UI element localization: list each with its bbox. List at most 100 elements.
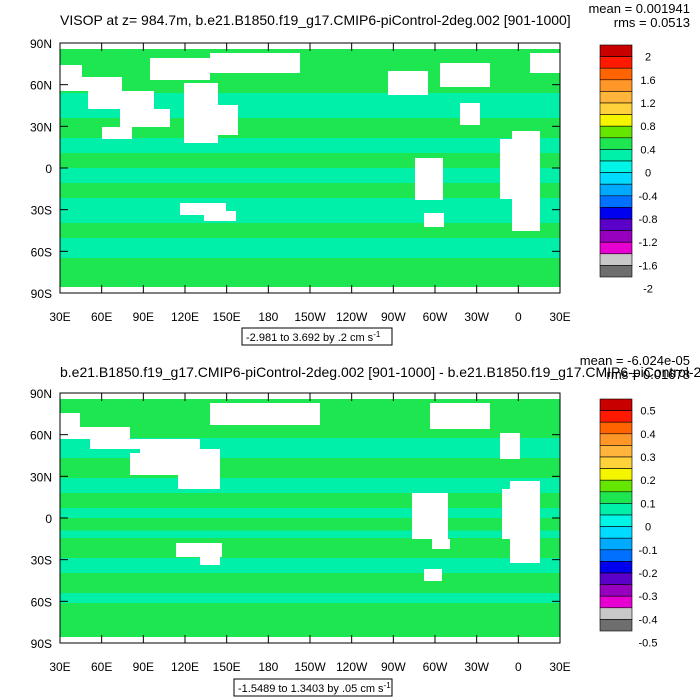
chart-title: b.e21.B1850.f19_g17.CMIP6-piControl-2deg…: [60, 364, 700, 380]
field-band: [60, 138, 560, 153]
colorbar-swatch: [599, 537, 633, 551]
land-mask: [424, 569, 442, 581]
colorbar-label: 0: [645, 168, 651, 180]
land-mask: [502, 489, 522, 539]
colorbar-label: 2: [645, 52, 651, 64]
x-tick-label: 150W: [294, 310, 326, 324]
land-mask: [200, 557, 220, 565]
land-mask: [424, 213, 444, 227]
colorbar-swatch: [599, 241, 633, 255]
x-tick-label: 120E: [171, 660, 199, 674]
field-band: [60, 168, 560, 183]
land-mask: [500, 433, 520, 459]
x-tick-label: 150E: [213, 310, 241, 324]
y-tick-label: 30S: [31, 554, 52, 568]
x-tick-label: 120W: [336, 310, 368, 324]
land-mask: [102, 127, 132, 139]
colorbar-label: 0.4: [640, 144, 655, 156]
colorbar-label: 0: [645, 522, 651, 534]
field-band: [60, 593, 560, 603]
chart-title: VISOP at z= 984.7m, b.e21.B1850.f19_g17.…: [60, 12, 571, 28]
x-tick-label: 90W: [381, 660, 406, 674]
colorbar-swatch: [599, 91, 633, 104]
colorbar-swatch: [599, 503, 633, 516]
land-mask: [500, 139, 522, 199]
x-tick-label: 120W: [336, 660, 368, 674]
y-tick-label: 60S: [31, 595, 52, 609]
x-tick-label: 0: [515, 310, 522, 324]
x-tick-label: 60E: [91, 660, 112, 674]
mean-stat: mean = -6.024e-05: [580, 353, 690, 368]
land-mask: [388, 71, 428, 95]
range-label: -2.981 to 3.692 by .2 cm s-1: [246, 330, 381, 344]
colorbar-swatch: [599, 56, 633, 69]
land-mask: [150, 58, 210, 80]
x-tick-label: 30W: [464, 660, 489, 674]
land-mask: [208, 105, 238, 135]
colorbar-swatch: [599, 445, 633, 458]
y-tick-label: 90S: [31, 637, 52, 651]
range-label: -1.5489 to 1.3403 by .05 cm s-1: [238, 681, 391, 695]
x-tick-label: 150E: [213, 660, 241, 674]
colorbar-swatch: [599, 549, 633, 562]
colorbar-swatch: [599, 572, 633, 585]
colorbar-label: 0.2: [640, 475, 655, 487]
colorbar-swatch: [599, 456, 633, 469]
field-band: [60, 478, 560, 493]
ocean-field: [60, 43, 560, 293]
colorbar-swatch: [599, 398, 633, 411]
colorbar-label: 0.5: [640, 406, 655, 418]
colorbar-label: -0.4: [639, 614, 658, 626]
ocean-field: [60, 393, 560, 643]
x-tick-label: 180: [258, 310, 278, 324]
x-tick-label: 90W: [381, 310, 406, 324]
x-tick-label: 0: [515, 660, 522, 674]
colorbar-swatch: [599, 595, 633, 609]
colorbar-swatch: [599, 207, 633, 220]
colorbar-swatch: [599, 253, 633, 266]
land-mask: [210, 403, 320, 425]
colorbar-swatch: [599, 195, 633, 208]
colorbar-swatch: [599, 491, 633, 504]
chart-panel-1: VISOP at z= 984.7m, b.e21.B1850.f19_g17.…: [30, 1, 690, 346]
y-tick-label: 90S: [31, 287, 52, 301]
colorbar-swatch: [599, 149, 633, 162]
land-mask: [130, 453, 190, 475]
colorbar-swatch: [599, 607, 633, 620]
colorbar-swatch: [599, 137, 633, 150]
y-tick-label: 30S: [31, 204, 52, 218]
colorbar-swatch: [599, 479, 633, 493]
colorbar-swatch: [599, 79, 633, 92]
colorbar-label: 1.2: [640, 98, 655, 110]
land-mask: [430, 403, 490, 429]
rms-stat: rms = 0.01678: [607, 367, 690, 382]
x-tick-label: 30E: [549, 660, 570, 674]
x-tick-label: 60W: [423, 660, 448, 674]
colorbar-label: -0.3: [639, 591, 658, 603]
field-band: [60, 558, 560, 573]
colorbar-swatch: [599, 410, 633, 423]
colorbar-swatch: [599, 67, 633, 81]
y-tick-label: 90N: [30, 37, 52, 51]
land-mask: [530, 53, 560, 73]
colorbar-swatch: [599, 160, 633, 173]
land-mask: [460, 103, 480, 125]
colorbar-label: -0.4: [639, 191, 658, 203]
field-band: [60, 530, 560, 538]
range-label-box: [233, 678, 393, 697]
colorbar-swatch: [599, 125, 633, 139]
land-mask: [412, 493, 448, 539]
range-label-box: [241, 327, 393, 346]
range-unit-exponent: -1: [384, 681, 392, 690]
colorbar-swatch: [599, 218, 633, 231]
land-mask: [415, 158, 443, 200]
colorbar-swatch: [599, 172, 633, 185]
colorbar-swatch: [599, 561, 633, 574]
colorbar-swatch: [599, 526, 633, 539]
colorbar-label: 0.8: [640, 121, 655, 133]
x-tick-label: 90E: [133, 660, 154, 674]
land-mask: [60, 413, 80, 427]
colorbar-swatch: [599, 265, 633, 278]
colorbar-swatch: [599, 421, 633, 435]
